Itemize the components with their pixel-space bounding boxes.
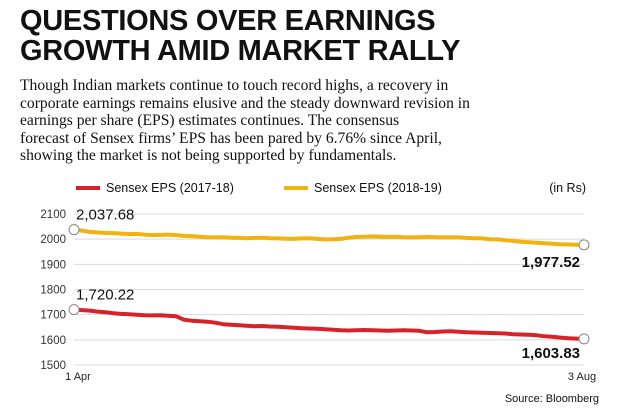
series-0-start-label: 1,720.22	[76, 287, 134, 304]
headline-line-1: QUESTIONS OVER EARNINGS	[20, 5, 436, 37]
series-0-start-marker	[68, 304, 80, 316]
y-tick-label-2000: 2000	[40, 234, 66, 246]
description: Though Indian markets continue to touch …	[20, 77, 610, 165]
headline: QUESTIONS OVER EARNINGS GROWTH AMID MARK…	[20, 6, 610, 66]
y-tick-label-1800: 1800	[40, 285, 66, 297]
series-0-end-marker	[578, 333, 590, 345]
description-line-1: Though Indian markets continue to touch …	[20, 77, 449, 94]
legend: Sensex EPS (2017-18) Sensex EPS (2018-19…	[76, 181, 606, 199]
description-line-5: showing the market is not being supporte…	[20, 147, 397, 164]
y-tick-label-2100: 2100	[40, 209, 66, 221]
y-tick-label-1900: 1900	[40, 259, 66, 271]
series-line-0	[72, 307, 586, 341]
x-tick-label-start: 1 Apr	[65, 371, 91, 383]
legend-item-2017-18: Sensex EPS (2017-18)	[76, 181, 234, 195]
legend-label-2018-19: Sensex EPS (2018-19)	[314, 181, 442, 195]
description-line-2: corporate earnings remains elusive and t…	[20, 94, 470, 112]
legend-label-2017-18: Sensex EPS (2017-18)	[106, 181, 234, 195]
series-line-1	[72, 227, 586, 247]
series-1-end-marker	[578, 239, 590, 251]
legend-swatch-2018-19	[284, 186, 308, 190]
y-tick-label-1700: 1700	[40, 310, 66, 322]
y-tick-label-1500: 1500	[40, 360, 66, 372]
headline-line-2: GROWTH AMID MARKET RALLY	[20, 35, 461, 67]
series-1-end-label: 1,977.52	[522, 254, 580, 271]
legend-item-2018-19: Sensex EPS (2018-19)	[284, 181, 442, 195]
series-0-end-label: 1,603.83	[522, 345, 580, 362]
eps-line-chart: 1500 1600 1700 1800 1900 2000 2100 1 Apr 3 Aug 1,…	[40, 207, 596, 383]
description-line-4: forecast of Sensex firms’ EPS has been p…	[20, 129, 442, 147]
y-tick-label-1600: 1600	[40, 335, 66, 347]
unit-label: (in Rs)	[549, 181, 586, 195]
series-1-start-label: 2,037.68	[76, 207, 134, 224]
x-tick-label-end: 3 Aug	[568, 371, 596, 383]
source-note: Source: Bloomberg	[504, 393, 599, 405]
series-1-start-marker	[68, 224, 80, 236]
legend-swatch-2017-18	[76, 186, 100, 190]
description-line-3: earnings per share (EPS) estimates conti…	[20, 112, 400, 129]
